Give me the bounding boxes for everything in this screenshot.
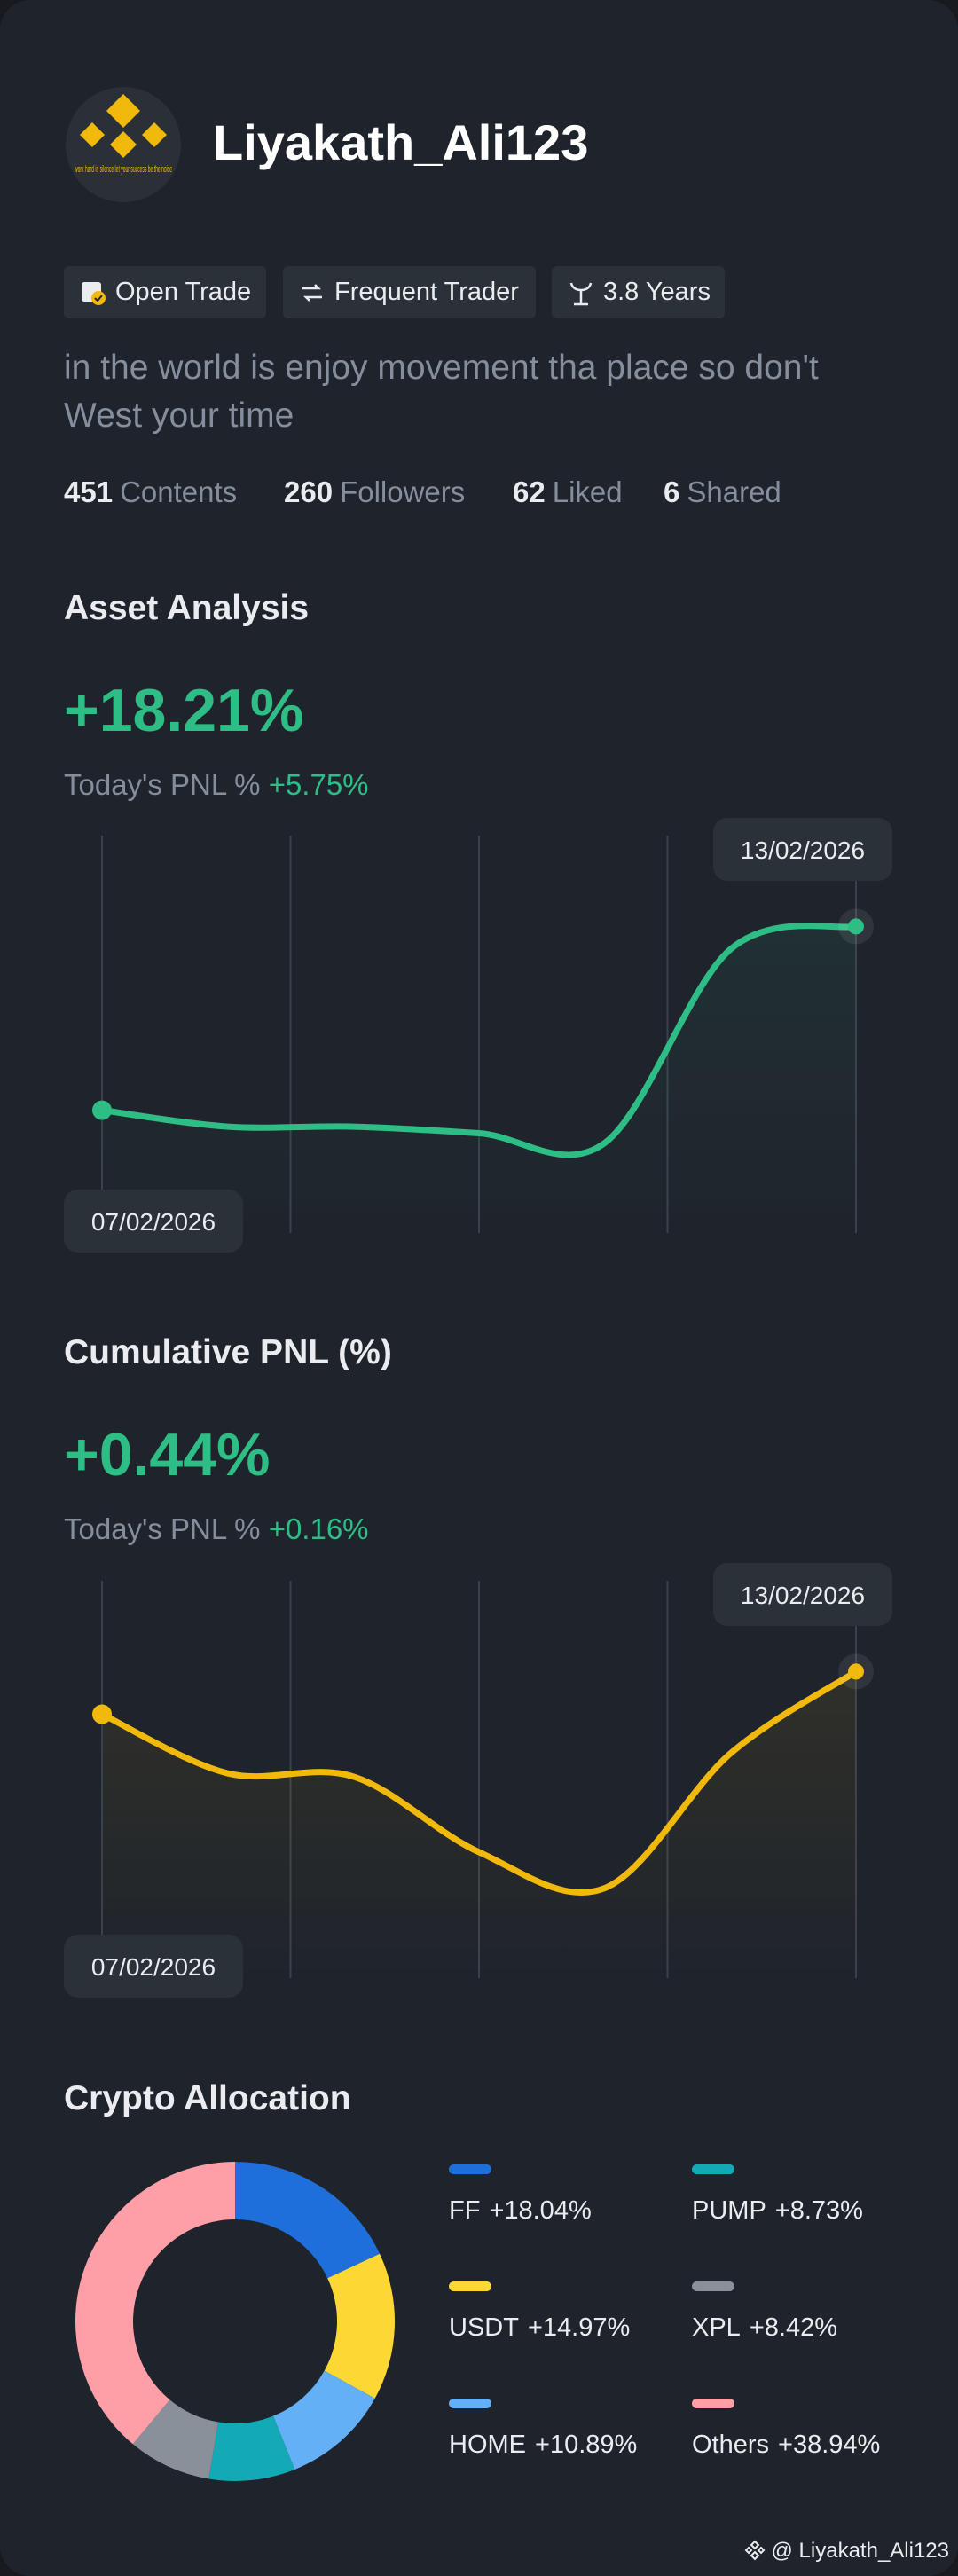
donut-chart	[75, 2162, 396, 2481]
stat: 6 Shared	[664, 475, 781, 509]
legend-value: +8.42%	[749, 2313, 837, 2342]
date-badge	[64, 1935, 243, 1998]
legend-label: FF	[449, 2196, 481, 2225]
legend-value: +18.04%	[489, 2196, 592, 2225]
tag: 3.8 Years	[552, 266, 725, 318]
section-title: Asset Analysis	[64, 589, 310, 627]
user-name: Liyakath_Ali123	[213, 114, 589, 170]
point	[848, 918, 864, 935]
donut-segment	[324, 2253, 396, 2399]
tag-label: 3.8 Years	[603, 278, 711, 306]
donut-segment	[75, 2162, 235, 2445]
area	[102, 1671, 856, 1978]
bio: in the world is enjoy movement tha place…	[64, 349, 819, 435]
donut-segment	[208, 2415, 295, 2481]
stat-label: Contents	[120, 475, 238, 508]
legend-swatch	[692, 2399, 734, 2408]
today-pnl-value: +5.75%	[268, 768, 369, 801]
stat-count: 260	[284, 475, 334, 508]
legend-label: USDT	[449, 2313, 519, 2342]
legend-item: FF +18.04%	[449, 2164, 592, 2226]
legend-item: Others +38.94%	[692, 2399, 881, 2460]
legend-item: PUMP +8.73%	[692, 2164, 863, 2226]
stat-label: Liked	[552, 475, 623, 508]
tag-label: Open Trade	[115, 278, 252, 306]
date-label: 13/02/2026	[741, 836, 865, 864]
legend-item: HOME +10.89%	[449, 2399, 638, 2460]
stat-label: Followers	[340, 475, 466, 508]
stat: 451 Contents	[64, 475, 237, 509]
today-pnl-label: Today's PNL %	[64, 1512, 261, 1545]
legend-label: HOME	[449, 2431, 526, 2459]
line-chart: 13/02/2026 07/02/2026	[64, 818, 892, 1253]
legend-value: +38.94%	[778, 2431, 881, 2459]
line	[98, 1668, 860, 1896]
donut-segment	[132, 2399, 219, 2479]
legend-value: +10.89%	[535, 2431, 638, 2459]
legend-item: USDT +14.97%	[449, 2281, 631, 2343]
stat-count: 6	[664, 475, 680, 508]
watermark-text: @ Liyakath_Ali123	[771, 2539, 949, 2563]
legend-swatch	[449, 2281, 491, 2291]
headline-value: +18.21%	[64, 677, 304, 744]
donut-segment	[235, 2162, 381, 2279]
tag: Frequent Trader	[283, 266, 536, 318]
legend-label: Others	[692, 2431, 770, 2459]
stat: 62 Liked	[513, 475, 623, 509]
today-pnl-label: Today's PNL %	[64, 768, 261, 801]
headline-value: +0.44%	[64, 1421, 271, 1488]
stat: 260 Followers	[284, 475, 465, 509]
today-pnl: Today's PNL % +0.16%	[64, 1512, 369, 1546]
legend-item: XPL +8.42%	[692, 2281, 837, 2343]
date-label: 07/02/2026	[91, 1208, 216, 1236]
stat-label: Shared	[687, 475, 781, 508]
date-label: 13/02/2026	[741, 1582, 865, 1609]
date-badge	[713, 1563, 892, 1626]
legend-swatch	[449, 2399, 491, 2408]
legend-label: PUMP	[692, 2196, 766, 2225]
point	[92, 1704, 112, 1724]
section-title: Crypto Allocation	[64, 2079, 351, 2117]
point	[92, 1100, 112, 1120]
date-badge	[64, 1190, 243, 1253]
line-chart: 13/02/2026 07/02/2026	[64, 1563, 892, 1998]
legend-label: XPL	[692, 2313, 741, 2342]
point	[848, 1663, 864, 1680]
today-pnl: Today's PNL % +5.75%	[64, 768, 369, 802]
area	[102, 925, 856, 1233]
legend-value: +14.97%	[527, 2313, 631, 2342]
avatar: work hard in silence let your success be…	[66, 87, 181, 202]
watermark: @ Liyakath_Ali123	[744, 2539, 949, 2564]
line	[98, 923, 860, 1158]
watermark-icon	[744, 2540, 766, 2561]
tag-label: Frequent Trader	[334, 278, 519, 306]
legend-swatch	[692, 2164, 734, 2174]
stat-count: 62	[513, 475, 546, 508]
legend-swatch	[692, 2281, 734, 2291]
date-badge	[713, 818, 892, 881]
stat-count: 451	[64, 475, 114, 508]
legend-swatch	[449, 2164, 491, 2174]
section-title: Cumulative PNL (%)	[64, 1333, 392, 1371]
legend-value: +8.73%	[774, 2196, 863, 2225]
date-label: 07/02/2026	[91, 1953, 216, 1981]
donut-segment	[272, 2370, 375, 2470]
tag: Open Trade	[64, 266, 266, 318]
today-pnl-value: +0.16%	[268, 1512, 369, 1545]
avatar-caption: work hard in silence let your success be…	[75, 164, 172, 175]
